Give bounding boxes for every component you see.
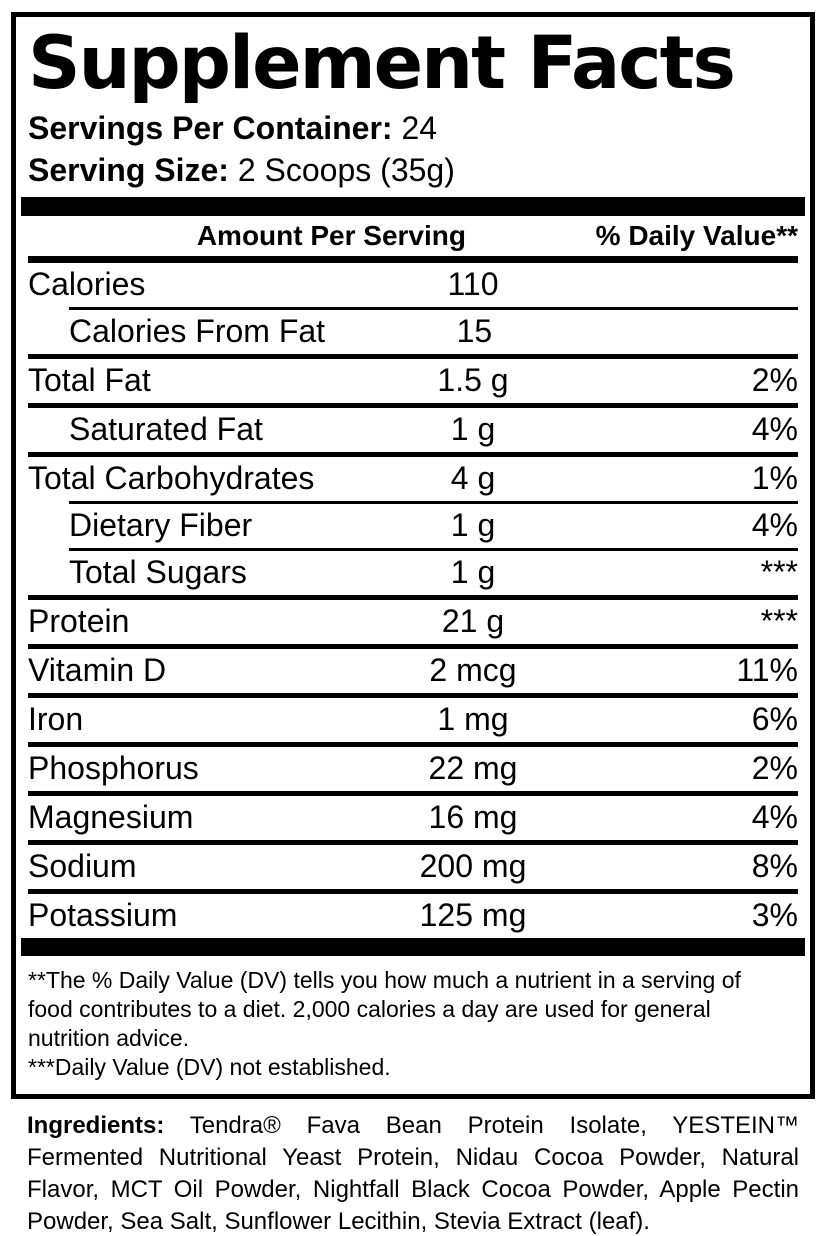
nutrient-amount: 1 g	[450, 507, 496, 544]
nutrient-name: Protein	[28, 603, 130, 640]
separator-bar-bottom	[21, 937, 805, 956]
row-divider	[28, 692, 798, 698]
footnotes: **The % Daily Value (DV) tells you how m…	[16, 956, 810, 1094]
nutrient-name: Calories	[28, 266, 146, 303]
nutrient-dv: 1%	[751, 460, 798, 497]
nutrient-name: Iron	[28, 701, 84, 738]
row-divider	[28, 594, 798, 600]
daily-value-footnote: **The % Daily Value (DV) tells you how m…	[28, 966, 741, 1051]
table-row: Saturated Fat 1 g 4%	[28, 408, 798, 452]
supplement-facts-panel: Supplement Facts Servings Per Container:…	[11, 12, 815, 1099]
servings-per-container: Servings Per Container: 24	[28, 107, 798, 149]
row-divider	[28, 451, 798, 457]
table-row: Total Carbohydrates 4 g 1%	[28, 457, 798, 501]
ingredients-line: Flavor, MCT Oil Powder, Nightfall Black …	[27, 1175, 799, 1203]
nutrient-name: Potassium	[28, 897, 178, 934]
nutrient-name: Saturated Fat	[69, 411, 263, 448]
table-row: Magnesium 16 mg 4%	[28, 796, 798, 840]
servings-per-container-label: Servings Per Container:	[28, 109, 393, 146]
nutrient-name: Total Carbohydrates	[28, 460, 315, 497]
nutrient-amount: 15	[456, 313, 493, 350]
nutrient-dv: 3%	[751, 897, 798, 934]
nutrient-dv: 4%	[751, 799, 798, 836]
row-divider	[28, 741, 798, 747]
nutrient-amount: 22 mg	[428, 750, 518, 787]
nutrient-amount: 1 g	[450, 554, 496, 591]
row-divider	[69, 500, 798, 504]
nutrient-dv: 2%	[751, 750, 798, 787]
nutrient-amount: 4 g	[450, 460, 496, 497]
table-header-row: Amount Per Serving % Daily Value**	[28, 216, 798, 263]
nutrient-amount: 16 mg	[428, 799, 518, 836]
nutrient-amount: 1.5 g	[437, 362, 509, 399]
nutrient-amount: 1 mg	[437, 701, 509, 738]
nutrient-dv: 2%	[751, 362, 798, 399]
nutrient-name: Magnesium	[28, 799, 194, 836]
serving-size-value: 2 Scoops (35g)	[237, 151, 455, 188]
nutrient-amount: 21 g	[441, 603, 505, 640]
nutrient-name: Sodium	[28, 848, 137, 885]
ingredients-line: Ingredients: Tendra® Fava Bean Protein I…	[27, 1110, 799, 1142]
separator-bar-top	[21, 196, 805, 216]
row-divider	[28, 643, 798, 649]
nutrient-name: Total Fat	[28, 362, 151, 399]
table-row: Total Sugars 1 g ***	[28, 551, 798, 595]
nutrient-dv: 4%	[751, 507, 798, 544]
nutrient-name: Calories From Fat	[69, 313, 326, 350]
ingredients-section: Ingredients: Tendra® Fava Bean Protein I…	[27, 1110, 799, 1236]
nutrient-dv: 8%	[751, 848, 798, 885]
row-divider	[28, 402, 798, 408]
nutrient-name: Vitamin D	[28, 652, 167, 689]
row-divider	[28, 790, 798, 796]
serving-info: Servings Per Container: 24 Serving Size:…	[16, 105, 810, 191]
row-divider	[69, 306, 798, 310]
nutrient-amount: 125 mg	[419, 897, 527, 934]
nutrient-amount: 200 mg	[419, 848, 527, 885]
nutrient-amount: 1 g	[450, 411, 496, 448]
ingredients-line: Fermented Nutritional Yeast Protein, Nid…	[27, 1143, 799, 1171]
nutrient-dv: ***	[760, 554, 798, 591]
table-row: Phosphorus 22 mg 2%	[28, 747, 798, 791]
not-established-footnote: ***Daily Value (DV) not established.	[28, 1053, 391, 1080]
nutrient-amount: 110	[447, 266, 499, 303]
nutrient-name: Total Sugars	[69, 554, 247, 591]
nutrient-dv: ***	[760, 603, 798, 640]
nutrient-name: Phosphorus	[28, 750, 199, 787]
amount-per-serving-header: Amount Per Serving	[196, 219, 466, 251]
table-row: Calories From Fat 15	[28, 310, 798, 354]
table-row: Protein 21 g ***	[28, 600, 798, 644]
nutrient-dv: 6%	[751, 701, 798, 738]
row-divider	[69, 547, 798, 551]
table-row: Calories 110	[28, 263, 798, 307]
panel-title: Supplement Facts	[28, 21, 736, 106]
nutrient-dv: 11%	[736, 652, 798, 689]
ingredients-label: Ingredients:	[27, 1111, 165, 1139]
serving-size-label: Serving Size:	[28, 151, 229, 188]
daily-value-header: % Daily Value**	[595, 219, 798, 251]
serving-size: Serving Size: 2 Scoops (35g)	[28, 149, 798, 191]
table-row: Total Fat 1.5 g 2%	[28, 359, 798, 403]
nutrient-amount: 2 mcg	[429, 652, 517, 689]
row-divider	[28, 839, 798, 845]
facts-table-body: Calories 110 Calories From Fat 15 Total Fat 1…	[28, 263, 798, 938]
row-divider	[28, 888, 798, 894]
table-row: Vitamin D 2 mcg 11%	[28, 649, 798, 693]
table-row: Potassium 125 mg 3%	[28, 894, 798, 938]
row-divider	[28, 353, 798, 359]
table-row: Iron 1 mg 6%	[28, 698, 798, 742]
ingredients-line: Powder, Sea Salt, Sunflower Lecithin, St…	[27, 1207, 650, 1235]
nutrient-dv: 4%	[751, 411, 798, 448]
nutrient-name: Dietary Fiber	[69, 507, 253, 544]
ingredients-line-text: Tendra® Fava Bean Protein Isolate, YESTE…	[189, 1111, 799, 1139]
table-row: Dietary Fiber 1 g 4%	[28, 504, 798, 548]
servings-per-container-value: 24	[401, 109, 438, 146]
table-row: Sodium 200 mg 8%	[28, 845, 798, 889]
